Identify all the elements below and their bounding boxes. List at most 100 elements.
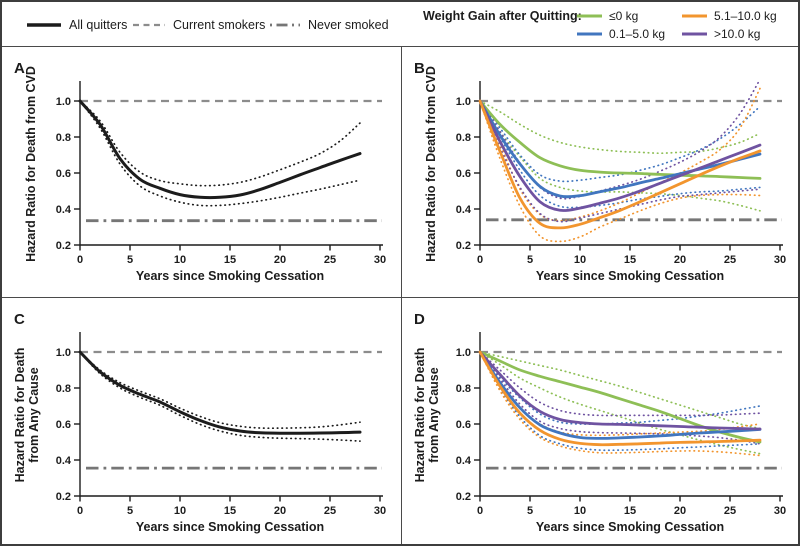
x-axis-title: Years since Smoking Cessation [536,520,724,534]
legend-label-current-smokers: Current smokers [173,17,266,32]
01-5kg-line-icon [577,32,602,36]
legend-label-01-5kg: 0.1–5.0 kg [609,27,666,41]
y-tick-label: 1.0 [456,347,471,359]
le0kg-line-icon [577,14,602,18]
series-0-kg [478,99,762,180]
legend-label-5-10kg: 5.1–10.0 kg [714,9,777,23]
y-tick-label: 1.0 [56,347,71,359]
x-tick-label: 30 [374,254,386,266]
series-0-1-5-0-kg-95-ci-lower [479,351,761,452]
x-axis-title: Years since Smoking Cessation [536,269,724,283]
x-tick-label: 20 [274,505,286,517]
panel-d-chart: D 0.2 0.4 0.6 0.8 1.0 0 5 10 15 20 25 30 Years since … [413,311,786,534]
series-0-1-5-0-kg-95-ci-lower [479,100,761,209]
series-all-quitters [78,350,362,435]
x-tick-label: 0 [477,505,483,517]
series-5-1-10-0-kg-95-ci-upper [479,351,761,437]
x-tick-label: 10 [174,254,186,266]
x-tick-label: 20 [274,254,286,266]
y-axis-title-line-1: Hazard Ratio for Death from CVD [24,66,38,262]
legend-label-le0kg: ≤0 kg [609,9,639,23]
panel-letter-c: C [14,311,25,328]
legend-item-01-5kg: 0.1–5.0 kg [576,25,665,43]
never-smoked-dashdot-line-icon [270,23,300,26]
x-tick-label: 15 [224,254,236,266]
x-tick-label: 15 [624,505,636,517]
y-axis-title-line-1: Hazard Ratio for Death [413,348,427,483]
x-tick-label: 15 [624,254,636,266]
series-5-1-10-0-kg-95-ci-lower [479,351,761,457]
y-tick-label: 0.6 [56,168,71,180]
legend-label-never-smoked: Never smoked [308,17,389,32]
x-tick-label: 5 [127,254,133,266]
series-all-quitters-95-ci-upper [79,100,361,187]
x-tick-label: 5 [527,254,533,266]
y-tick-label: 0.4 [56,204,72,216]
y-tick-label: 0.2 [456,491,471,503]
all-quitters-line-icon [27,22,61,27]
legend-item-le0kg: ≤0 kg [576,7,638,25]
legend-label-all-quitters: All quitters [69,17,128,32]
x-tick-label: 20 [674,254,686,266]
y-axis-title-line-2: from Any Cause [27,367,41,462]
panel-letter-a: A [14,60,25,77]
series-5-1-10-0-kg-95-ci-lower [479,100,761,243]
weight-gain-legend-title: Weight Gain after Quitting: [423,9,582,23]
x-tick-label: 10 [574,254,586,266]
series-10-0-kg [478,99,762,212]
series-all-quitters-95-ci-lower [79,100,361,207]
panel-a-chart: A 0.2 0.4 0.6 0.8 1.0 0 5 10 15 20 25 30 Years since … [14,60,386,283]
x-tick-label: 10 [574,505,586,517]
y-tick-label: 0.4 [56,455,72,467]
legend-item-gt10kg: >10.0 kg [681,25,760,43]
series-0-kg-95-ci-upper [479,351,761,430]
series-10-0-kg-95-ci-lower [479,351,761,445]
current-smokers-dashed-line-icon [133,23,165,26]
series-5-1-10-0-kg [478,350,762,447]
series-0-1-5-0-kg [478,350,762,440]
x-tick-label: 15 [224,505,236,517]
y-tick-label: 0.6 [456,168,471,180]
series-all-quitters [78,99,362,200]
y-tick-label: 0.8 [56,132,71,144]
x-tick-label: 0 [477,254,483,266]
x-tick-label: 5 [527,505,533,517]
series-all-quitters-95-ci-lower [79,351,361,442]
series-0-kg-95-ci-lower [479,351,761,455]
x-tick-label: 25 [724,254,736,266]
series-0-1-5-0-kg-95-ci-upper [479,100,761,183]
legend-label-gt10kg: >10.0 kg [714,27,761,41]
series-0-kg [478,350,762,444]
x-tick-label: 5 [127,505,133,517]
y-tick-label: 0.2 [56,240,71,252]
legend-item-all-quitters: All quitters [26,2,127,47]
y-tick-label: 0.4 [456,455,472,467]
y-axis-title-line-1: Hazard Ratio for Death [13,348,27,483]
panel-letter-b: B [414,60,425,77]
y-tick-label: 0.8 [56,383,71,395]
panel-d-any-cause-by-weight-gain: D 0.2 0.4 0.6 0.8 1.0 0 5 10 15 20 25 30 Years since … [402,297,798,544]
x-tick-label: 0 [77,505,83,517]
x-tick-label: 30 [774,254,786,266]
series-10-0-kg [478,350,762,431]
x-tick-label: 25 [724,505,736,517]
y-axis-title-line-1: Hazard Ratio for Death from CVD [424,66,438,262]
legend-band: All quitters Current smokers Never smoke… [2,2,798,47]
x-axis-title: Years since Smoking Cessation [136,520,324,534]
y-tick-label: 0.8 [456,383,471,395]
y-tick-label: 1.0 [456,96,471,108]
series-0-1-5-0-kg-95-ci-upper [479,351,761,426]
panel-c-chart: C 0.2 0.4 0.6 0.8 1.0 0 5 10 15 20 25 30 Years since … [13,311,386,534]
y-tick-label: 0.6 [456,419,471,431]
panel-b-chart: B 0.2 0.4 0.6 0.8 1.0 0 5 10 15 20 25 30 Years since … [414,60,786,283]
series-all-quitters-95-ci-upper [79,351,361,430]
panel-a-cvd-all-quitters: A 0.2 0.4 0.6 0.8 1.0 0 5 10 15 20 25 30 Years since … [2,47,402,297]
x-tick-label: 30 [774,505,786,517]
5-10kg-line-icon [682,14,707,18]
y-tick-label: 0.2 [456,240,471,252]
x-tick-label: 30 [374,505,386,517]
y-tick-label: 1.0 [56,96,71,108]
series-5-1-10-0-kg [478,99,762,230]
x-axis-title: Years since Smoking Cessation [136,269,324,283]
x-tick-label: 25 [324,505,336,517]
